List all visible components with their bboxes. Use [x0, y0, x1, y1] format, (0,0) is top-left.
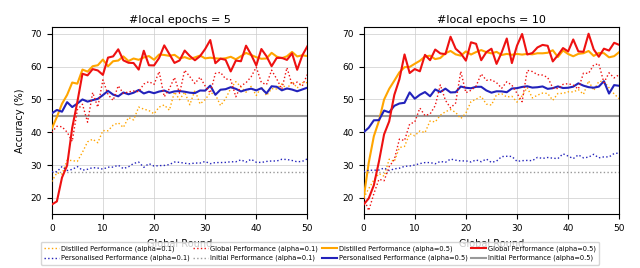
- Title: #local epochs = 5: #local epochs = 5: [129, 15, 230, 25]
- Title: #local epochs = 10: #local epochs = 10: [437, 15, 546, 25]
- Legend: Distilled Performance (alpha=0.1), Personalised Performance (alpha=0.1), Global : Distilled Performance (alpha=0.1), Perso…: [40, 242, 600, 265]
- Y-axis label: Accuracy (%): Accuracy (%): [15, 88, 25, 153]
- X-axis label: Global Round: Global Round: [459, 239, 524, 249]
- X-axis label: Global Round: Global Round: [147, 239, 212, 249]
